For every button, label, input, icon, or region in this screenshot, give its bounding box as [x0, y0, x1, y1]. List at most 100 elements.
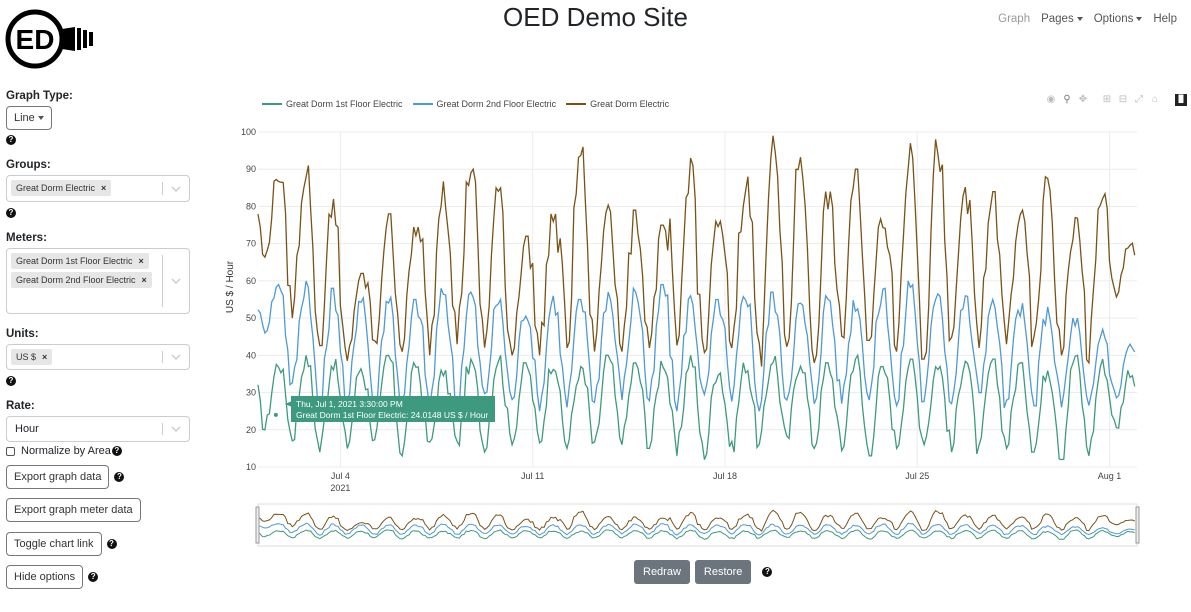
options-sidebar: Graph Type: Line ? Groups: Great Dorm El… [6, 90, 192, 589]
help-icon[interactable]: ? [6, 376, 16, 386]
legend-item[interactable]: Great Dorm 1st Floor Electric [262, 99, 403, 109]
legend-label: Great Dorm 1st Floor Electric [286, 99, 403, 109]
x-tick-label: Jul 18 [713, 471, 737, 481]
nav-pages[interactable]: Pages [1041, 13, 1083, 25]
remove-chip-icon[interactable]: × [101, 183, 107, 193]
chevron-down-icon [1076, 16, 1083, 21]
graph-type-dropdown[interactable]: Line [6, 106, 52, 130]
hover-point [273, 412, 278, 417]
pan-icon[interactable]: ✥ [1078, 94, 1088, 105]
graph-type-label: Graph Type: [6, 90, 73, 102]
range-slider-series [257, 509, 1135, 532]
logo-text: ED [16, 24, 55, 55]
y-tick-label: 90 [246, 164, 256, 174]
remove-chip-icon[interactable]: × [141, 275, 147, 285]
help-icon[interactable]: ? [114, 472, 125, 482]
range-slider[interactable] [255, 503, 1140, 547]
legend-item[interactable]: Great Dorm 2nd Floor Electric [412, 99, 557, 109]
nav-help[interactable]: Help [1153, 13, 1177, 25]
range-slider-handle-right[interactable] [1135, 506, 1140, 544]
legend-swatch [262, 103, 282, 105]
y-tick-label: 80 [246, 201, 256, 211]
top-nav: Graph Pages Options Help [998, 13, 1177, 25]
y-axis-label: US $ / Hour [225, 260, 236, 313]
help-icon[interactable]: ? [106, 539, 117, 549]
chevron-down-icon[interactable] [171, 184, 181, 194]
export-graph-meter-data-button[interactable]: Export graph meter data [6, 498, 141, 522]
tooltip-title: Thu, Jul 1, 2021 3:30:00 PM [296, 399, 403, 409]
help-icon[interactable]: ? [6, 135, 16, 145]
tooltip-body: Great Dorm 1st Floor Electric: 24.0148 U… [296, 410, 488, 420]
redraw-button[interactable]: Redraw [634, 560, 690, 584]
chart-legend: Great Dorm 1st Floor Electric Great Dorm … [262, 99, 669, 109]
nav-graph[interactable]: Graph [998, 13, 1031, 25]
chart-svg[interactable]: 10 20 30 40 50 60 70 80 90 100 Jul 4 Jul 11 Jul 18 J… [210, 92, 1190, 602]
x-tick-year-label: 2021 [330, 483, 350, 493]
autoscale-icon[interactable]: ⤢ [1135, 94, 1143, 105]
rate-value: Hour [15, 423, 39, 435]
x-tick-label: Aug 1 [1098, 471, 1122, 481]
y-tick-label: 20 [246, 425, 256, 435]
range-slider-handle-left[interactable] [255, 506, 260, 544]
help-icon[interactable]: ? [111, 446, 122, 456]
help-icon[interactable]: ? [6, 208, 16, 218]
chart-modebar: ◉ ⚲ ✥ ⊞ ⊟ ⤢ ⌂ █ [1045, 94, 1187, 106]
plotly-logo-icon[interactable]: █ [1175, 94, 1187, 106]
legend-label: Great Dorm Electric [590, 99, 670, 109]
page-title: OED Demo Site [503, 2, 688, 32]
range-slider-series [257, 522, 1135, 536]
chevron-down-icon[interactable] [171, 352, 181, 362]
zoom-in-icon[interactable]: ⊞ [1102, 94, 1112, 105]
groups-label: Groups: [6, 159, 51, 171]
hover-tooltip: Thu, Jul 1, 2021 3:30:00 PM Great Dorm 1… [285, 396, 495, 422]
zoom-icon[interactable]: ⚲ [1063, 94, 1071, 105]
restore-button[interactable]: Restore [694, 560, 752, 584]
units-select[interactable]: US $ × [6, 344, 190, 370]
x-tick-label: Jul 11 [521, 471, 544, 481]
help-icon[interactable]: ? [88, 572, 99, 582]
graph-type-value: Line [14, 112, 35, 124]
meters-select[interactable]: Great Dorm 1st Floor Electric × Great Dorm… [6, 248, 190, 314]
normalize-checkbox[interactable] [6, 446, 15, 456]
groups-select[interactable]: Great Dorm Electric × [6, 175, 190, 202]
legend-swatch [566, 103, 587, 105]
zoom-out-icon[interactable]: ⊟ [1118, 94, 1128, 105]
selected-chip: Great Dorm Electric × [11, 180, 112, 196]
chevron-down-icon [37, 116, 44, 121]
normalize-label: Normalize by Area [21, 445, 111, 457]
toggle-chart-link-button[interactable]: Toggle chart link [6, 532, 102, 556]
y-tick-label: 30 [246, 388, 256, 398]
nav-options[interactable]: Options [1094, 13, 1143, 25]
selected-chip: Great Dorm 1st Floor Electric × [11, 253, 149, 269]
remove-chip-icon[interactable]: × [42, 352, 48, 362]
legend-label: Great Dorm 2nd Floor Electric [436, 99, 557, 109]
help-icon[interactable]: ? [762, 567, 773, 577]
y-tick-label: 60 [246, 276, 256, 286]
units-label: Units: [6, 328, 39, 340]
meters-label: Meters: [6, 232, 47, 244]
legend-item[interactable]: Great Dorm Electric [566, 99, 669, 109]
hide-options-button[interactable]: Hide options [6, 565, 84, 589]
legend-swatch [412, 103, 433, 105]
y-tick-label: 70 [246, 239, 256, 249]
y-tick-label: 10 [246, 462, 256, 472]
chevron-down-icon[interactable] [171, 424, 181, 434]
chevron-down-icon [1136, 16, 1143, 21]
x-tick-label: Jul 25 [905, 471, 929, 481]
line-chart: Great Dorm 1st Floor Electric Great Dorm … [210, 92, 1190, 602]
chevron-down-icon[interactable] [171, 276, 181, 286]
rate-label: Rate: [6, 400, 35, 412]
y-tick-label: 50 [246, 313, 256, 323]
y-tick-label: 100 [241, 127, 256, 137]
camera-icon[interactable]: ◉ [1046, 94, 1056, 105]
y-tick-label: 40 [246, 350, 256, 360]
rate-select[interactable]: Hour [6, 416, 190, 442]
reset-axes-icon[interactable]: ⌂ [1151, 94, 1159, 105]
selected-chip: Great Dorm 2nd Floor Electric × [11, 272, 152, 288]
oed-logo[interactable]: ED [5, 9, 97, 69]
series-line [257, 353, 1136, 461]
remove-chip-icon[interactable]: × [138, 256, 144, 266]
selected-chip: US $ × [11, 349, 53, 365]
series-line [257, 135, 1136, 367]
export-graph-data-button[interactable]: Export graph data [6, 465, 110, 489]
